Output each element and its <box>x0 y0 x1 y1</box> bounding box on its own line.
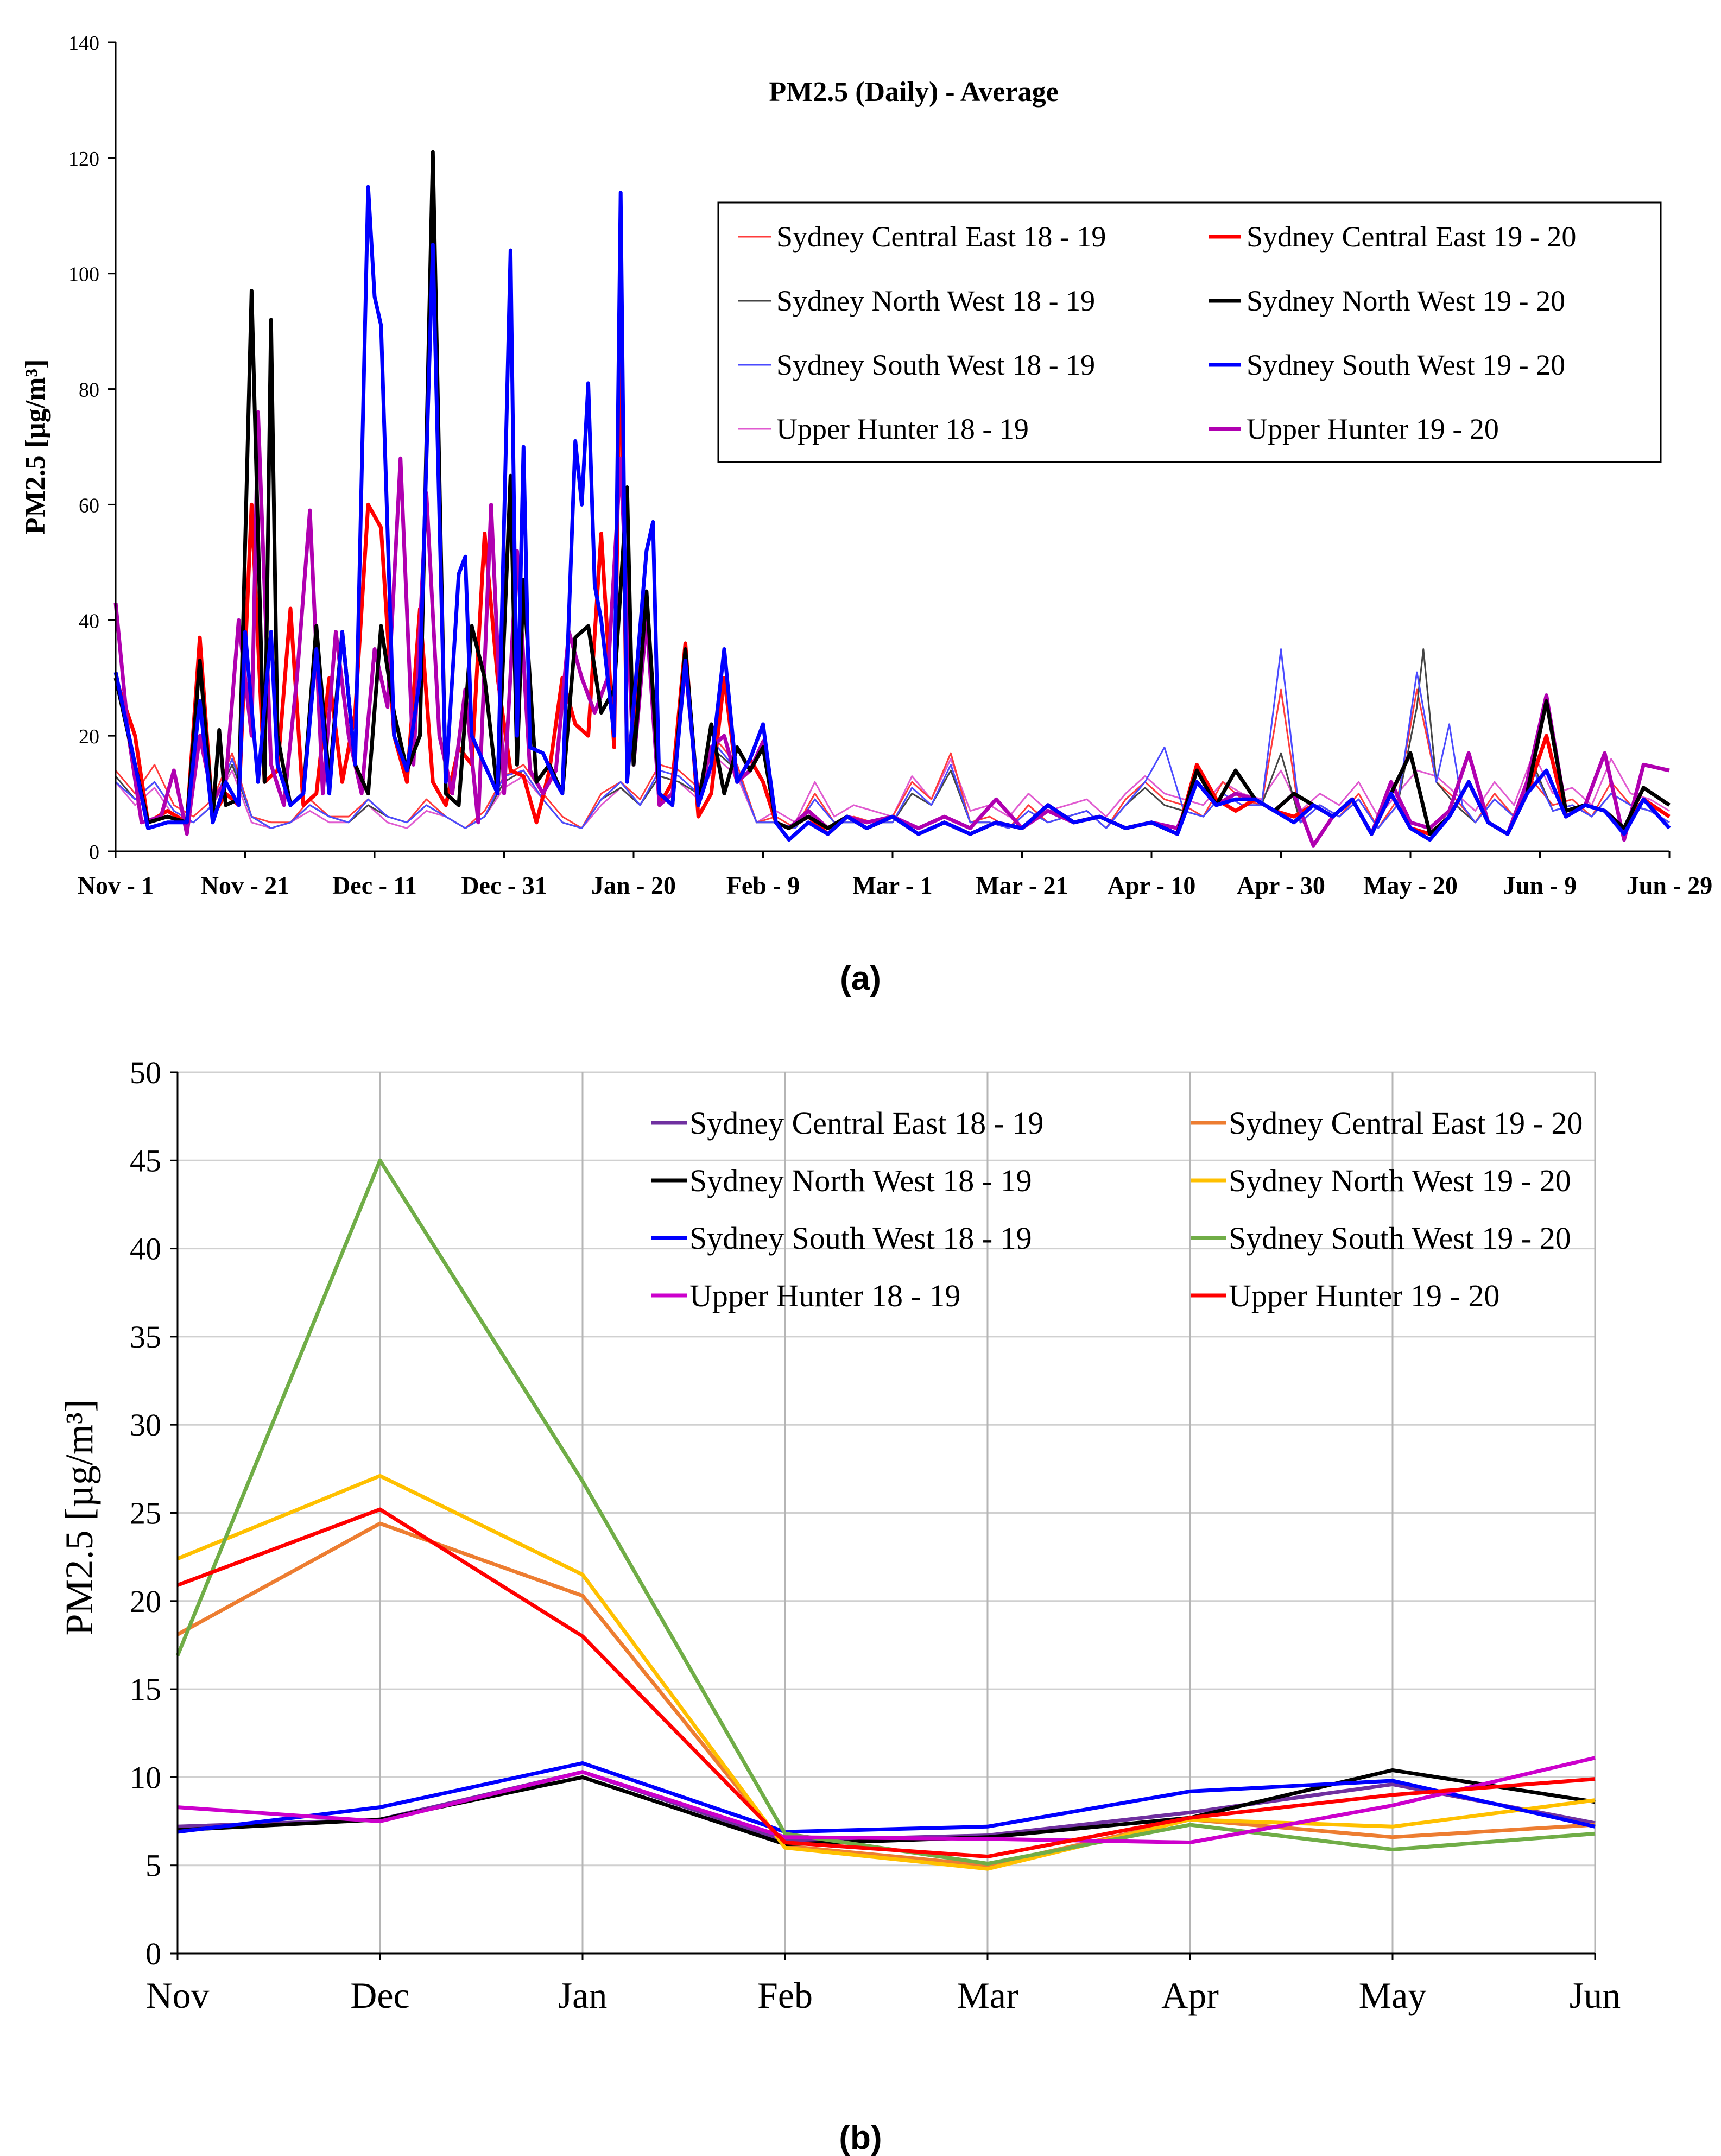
chart-a-legend-label: Sydney South West 18 - 19 <box>776 349 1095 381</box>
chart-a-x-tick-label: Jun - 29 <box>1627 871 1712 899</box>
chart-a-series-line-sydney-south-west-18-19 <box>115 648 1670 829</box>
chart-b-x-tick-label: Feb <box>757 1975 813 2016</box>
chart-a-x-tick-label: Mar - 1 <box>852 871 932 899</box>
chart-a-y-tick-label: 120 <box>68 148 99 170</box>
chart-b-x-tick-label: Apr <box>1161 1975 1219 2016</box>
chart-a-x-tick-label: Apr - 10 <box>1108 871 1196 899</box>
chart-b-gridlines <box>178 1071 1596 1953</box>
chart-a-series-line-sydney-north-west-18-19 <box>115 648 1670 829</box>
chart-b-y-tick-label: 25 <box>130 1496 161 1531</box>
chart-b-y-tick-label: 40 <box>130 1231 161 1267</box>
chart-b-legend-label: Upper Hunter 18 - 19 <box>689 1278 960 1313</box>
chart-b-legend-label: Sydney South West 19 - 20 <box>1229 1221 1571 1256</box>
chart-a-y-label: PM2.5 [µg/m³] <box>20 359 51 535</box>
chart-b-series-line-sydney-central-east-19-20 <box>176 1521 1596 1868</box>
chart-b-legend-label: Sydney Central East 18 - 19 <box>689 1105 1043 1141</box>
chart-b-legend-label: Sydney North West 19 - 20 <box>1229 1163 1571 1198</box>
chart-a-x-tick-label: Mar - 21 <box>976 871 1068 899</box>
chart-b-y-tick-label: 5 <box>145 1848 161 1883</box>
chart-a-y-tick-label: 60 <box>79 494 99 517</box>
chart-a-y-tick-label: 80 <box>79 379 99 402</box>
chart-a-y-tick-label: 140 <box>68 32 99 55</box>
chart-a-legend-label: Upper Hunter 18 - 19 <box>776 413 1029 445</box>
chart-b-legend-label: Sydney South West 18 - 19 <box>689 1221 1032 1256</box>
chart-a-y-tick-label: 20 <box>79 725 99 748</box>
chart-a-title: PM2.5 (Daily) - Average <box>769 77 1058 108</box>
chart-a-series-line-sydney-south-west-19-20 <box>113 185 1671 842</box>
chart-a-x-tick-label: Dec - 31 <box>461 871 547 899</box>
chart-b-x-ticks: Nov Dec Jan Feb Mar Apr May Jun <box>145 1953 1621 2016</box>
chart-b-series-line-sydney-north-west-19-20 <box>176 1474 1596 1871</box>
chart-a-y-tick-label: 100 <box>68 263 99 286</box>
caption-b: (b) <box>839 2119 882 2156</box>
chart-a-legend-label: Upper Hunter 19 - 20 <box>1247 413 1499 445</box>
chart-a-series <box>113 150 1671 848</box>
chart-a-x-tick-label: Jun - 9 <box>1503 871 1577 899</box>
chart-b-y-tick-label: 50 <box>130 1055 161 1090</box>
chart-a-legend: Sydney Central East 18 - 19 Sydney Centra… <box>717 201 1662 463</box>
chart-b-x-tick-label: May <box>1359 1975 1427 2016</box>
chart-a-x-tick-label: Dec - 11 <box>332 871 417 899</box>
chart-b-series <box>175 1158 1596 1871</box>
chart-b-y-tick-label: 15 <box>130 1672 161 1707</box>
chart-b-x-tick-label: Jun <box>1570 1975 1621 2016</box>
chart-b-legend-label: Upper Hunter 19 - 20 <box>1229 1278 1499 1313</box>
chart-a-legend-label: Sydney South West 19 - 20 <box>1247 349 1565 381</box>
chart-b-series-line-upper-hunter-19-20 <box>176 1507 1596 1858</box>
chart-b-x-tick-label: Nov <box>145 1975 209 2016</box>
chart-a-x-tick-label: Apr - 30 <box>1237 871 1325 899</box>
chart-a-legend-label: Sydney Central East 19 - 20 <box>1247 220 1576 253</box>
chart-a-legend-label: Sydney Central East 18 - 19 <box>776 220 1106 253</box>
chart-b-y-tick-label: 45 <box>130 1143 161 1178</box>
chart-b-y-tick-label: 30 <box>130 1407 161 1443</box>
chart-a-x-tick-label: Jan - 20 <box>591 871 676 899</box>
chart-a-legend-label: Sydney North West 18 - 19 <box>776 284 1095 317</box>
chart-a: 0 20 40 60 80 100 120 140 Nov - 1 Nov - 21 Dec - … <box>20 32 1712 899</box>
chart-b-y-label: PM2.5 [µg/m³] <box>58 1399 101 1635</box>
chart-b-y-tick-label: 10 <box>130 1760 161 1795</box>
chart-a-y-ticks: 0 20 40 60 80 100 120 140 <box>68 32 116 864</box>
chart-b-x-tick-label: Jan <box>558 1975 608 2016</box>
chart-b-y-ticks: 0 5 10 15 20 25 30 35 40 45 50 <box>130 1055 178 1971</box>
chart-a-x-tick-label: Nov - 21 <box>201 871 290 899</box>
chart-b-y-tick-label: 35 <box>130 1319 161 1355</box>
chart-b-y-tick-label: 0 <box>145 1936 161 1971</box>
chart-b-y-tick-label: 20 <box>130 1584 161 1619</box>
chart-b-x-tick-label: Dec <box>350 1975 409 2016</box>
chart-a-y-tick-label: 0 <box>89 841 99 864</box>
chart-b-legend-label: Sydney Central East 19 - 20 <box>1229 1105 1583 1141</box>
chart-b-series-line-upper-hunter-18-19 <box>177 1756 1596 1844</box>
chart-b-x-tick-label: Mar <box>957 1975 1018 2016</box>
caption-a: (a) <box>840 960 881 997</box>
chart-a-x-tick-label: May - 20 <box>1363 871 1458 899</box>
chart-b-legend: Sydney Central East 18 - 19 Sydney Centra… <box>651 1105 1583 1313</box>
chart-a-x-ticks: Nov - 1 Nov - 21 Dec - 11 Dec - 31 Jan - 20 F… <box>78 851 1712 899</box>
chart-a-x-tick-label: Feb - 9 <box>726 871 800 899</box>
chart-b-legend-label: Sydney North West 18 - 19 <box>689 1163 1032 1198</box>
chart-a-y-tick-label: 40 <box>79 610 99 633</box>
chart-a-legend-label: Sydney North West 19 - 20 <box>1247 284 1565 317</box>
chart-a-legend-box <box>717 201 1662 463</box>
chart-b: 0 5 10 15 20 25 30 35 40 45 50 Nov Dec Jan Feb Mar Apr M… <box>58 1055 1621 2016</box>
chart-a-x-tick-label: Nov - 1 <box>78 871 154 899</box>
chart-b-series-line-sydney-south-west-18-19 <box>177 1761 1596 1834</box>
